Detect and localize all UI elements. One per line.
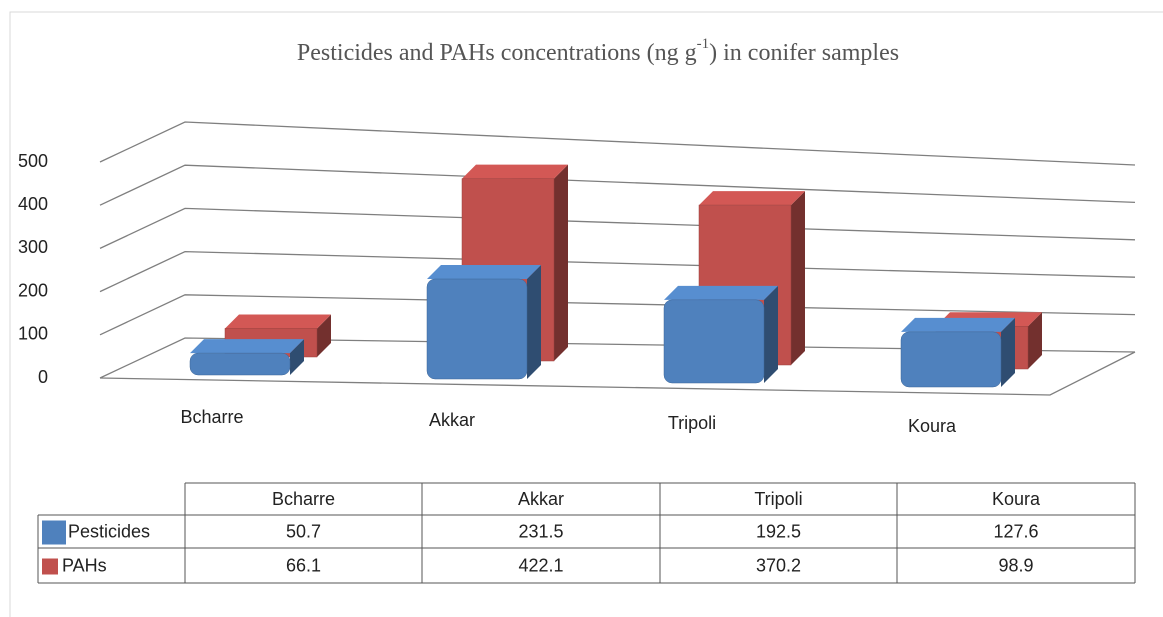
bar [189,352,291,376]
table-value: 192.5 [756,521,801,541]
table-header: Tripoli [754,489,802,509]
table-header: Koura [992,489,1041,509]
grid-line [99,164,1136,206]
table-header: Akkar [518,489,564,509]
y-tick-label: 500 [18,151,48,171]
table-value: 422.1 [518,555,563,575]
table-header: Bcharre [272,489,335,509]
floor-edge [99,351,1136,396]
title-superscript: -1 [697,36,710,52]
bar-top [427,264,541,279]
bar-side [290,339,304,375]
table-value: 370.2 [756,555,801,575]
chart-title: Pesticides and PAHs concentrations (ng g… [297,36,899,65]
table-value: 66.1 [286,555,321,575]
table-value: 50.7 [286,521,321,541]
table-value: 98.9 [998,555,1033,575]
y-tick-label: 100 [18,324,48,344]
bar-side [554,164,568,361]
bar-top [225,314,331,329]
bar-top [901,317,1015,332]
bar-side [1001,317,1015,387]
x-tick-label: Bcharre [180,407,243,427]
bar-side [1028,312,1042,369]
table-value: 231.5 [518,521,563,541]
y-tick-label: 0 [38,367,48,387]
legend-label: PAHs [62,555,107,575]
grid-line [99,337,1136,379]
x-tick-label: Tripoli [668,413,716,433]
bar-top [699,191,805,206]
grid-line [99,250,1136,293]
x-tick-label: Koura [908,416,957,436]
table-value: 127.6 [993,521,1038,541]
bar [900,331,1002,388]
x-tick-label: Akkar [429,410,475,430]
grid-line [99,121,1136,166]
chart-border [9,11,1163,617]
bar-top [462,164,568,179]
bar-side [527,264,541,379]
bar-side [791,191,805,365]
legend-swatch [42,520,66,545]
bar [426,278,528,380]
title-text: Pesticides and PAHs concentrations (ng g [297,40,697,66]
grid-line [99,294,1136,336]
bar [663,299,765,384]
bar-side [764,285,778,383]
bar-side [317,314,331,357]
grid-line [99,207,1136,249]
legend-swatch [42,558,58,575]
bar-top [664,285,778,300]
y-tick-label: 200 [18,280,48,300]
legend-label: Pesticides [68,521,150,541]
bar-top [190,339,304,354]
title-text-end: ) in conifer samples [709,40,899,66]
y-tick-label: 300 [18,237,48,257]
y-tick-label: 400 [18,194,48,214]
